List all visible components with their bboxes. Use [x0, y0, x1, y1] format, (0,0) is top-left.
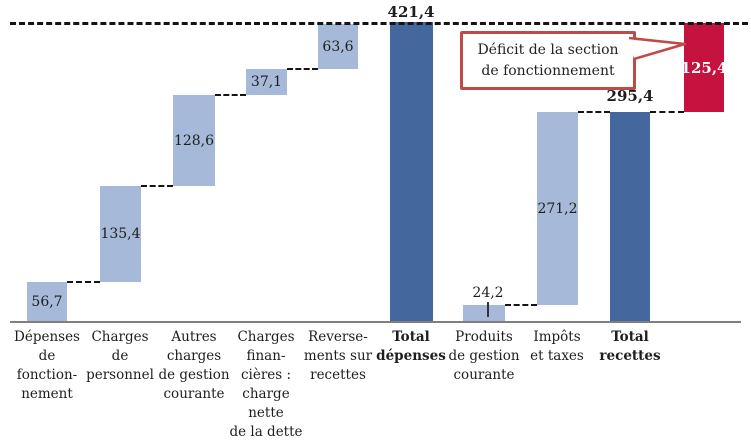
value-leader-line — [487, 302, 489, 317]
bar-total-depenses — [390, 22, 433, 322]
value-label: 271,2 — [537, 200, 578, 217]
bar-depenses-fonctionnement: 56,7 — [27, 282, 67, 322]
reference-dashed-line — [10, 22, 748, 25]
connector-line — [650, 111, 684, 113]
connector-line — [287, 68, 318, 70]
value-label: 56,7 — [31, 294, 63, 310]
produits-gestion-value: 24,2 — [472, 285, 504, 301]
deficit-callout-text: Déficit de la section de fonctionnement — [477, 41, 619, 79]
value-label: 125,4 — [680, 58, 728, 77]
category-label-produits-gestion: Produits de gestion courante — [448, 329, 520, 383]
bar-autres-charges: 128,6 — [173, 95, 215, 186]
category-label-reversements: Reverse- ments sur recettes — [303, 329, 373, 383]
value-label: 128,6 — [173, 132, 215, 149]
category-label-total-depenses: Total dépenses — [376, 329, 446, 364]
bar-charges-financieres: 37,1 — [246, 69, 287, 95]
category-label-charges-personnel: Charges de personnel — [86, 329, 154, 383]
connector-line — [215, 94, 246, 96]
connector-line — [505, 304, 537, 306]
connector-line — [578, 111, 610, 113]
value-label: 63,6 — [322, 38, 354, 55]
bar-deficit: 125,4 — [681, 23, 728, 112]
category-label-depenses-fonctionnement: Dépenses de fonction- nement — [14, 329, 80, 402]
value-label: 37,1 — [250, 74, 283, 90]
total-depenses-value: 421,4 — [387, 3, 435, 21]
category-label-autres-charges: Autres charges de gestion courante — [158, 329, 230, 402]
connector-line — [67, 281, 100, 283]
bar-reversements: 63,6 — [318, 24, 358, 69]
bar-total-recettes — [610, 112, 650, 322]
total-recettes-value: 295,4 — [606, 87, 654, 105]
category-label-total-recettes: Total recettes — [599, 329, 661, 364]
category-label-charges-financieres: Charges finan- cières : charge nette de … — [229, 329, 303, 440]
connector-line — [141, 185, 173, 187]
bar-produits-gestion — [463, 305, 505, 322]
deficit-callout: Déficit de la section de fonctionnement — [460, 31, 636, 90]
category-label-impots-taxes: Impôts et taxes — [530, 329, 584, 364]
bar-charges-personnel: 135,4 — [100, 186, 141, 282]
bar-impots-taxes: 271,2 — [537, 112, 578, 305]
x-axis-line — [10, 321, 741, 323]
value-label: 135,4 — [100, 226, 141, 242]
